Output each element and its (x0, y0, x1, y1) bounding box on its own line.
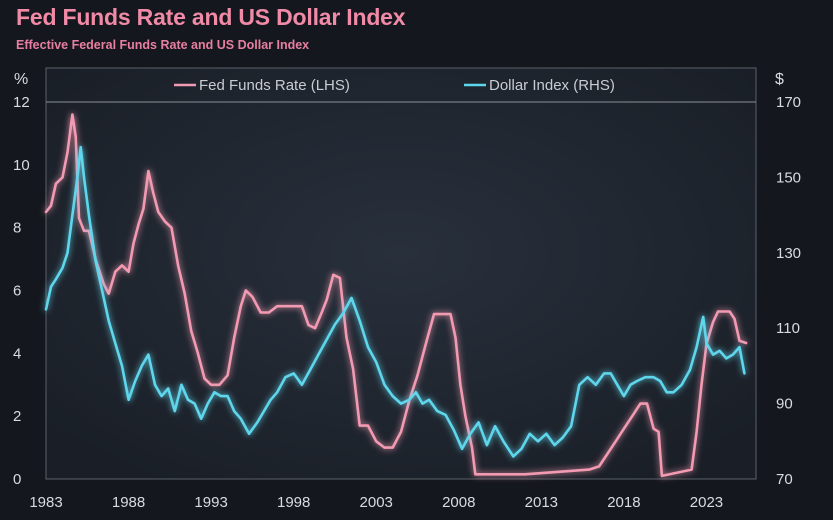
y-right-tick-90: 90 (776, 396, 793, 413)
x-tick-1983: 1983 (29, 494, 62, 511)
legend: Fed Funds Rate (LHS) Dollar Index (RHS) (174, 77, 615, 94)
y-right-tick-170: 170 (776, 94, 801, 111)
x-tick-1998: 1998 (277, 494, 310, 511)
x-tick-1993: 1993 (194, 494, 227, 511)
y-right-tick-110: 110 (776, 320, 800, 337)
legend-label-fed-funds: Fed Funds Rate (LHS) (199, 77, 350, 94)
chart-subtitle: Effective Federal Funds Rate and US Doll… (16, 38, 310, 52)
x-tick-2023: 2023 (690, 494, 723, 511)
y-right-tick-150: 150 (776, 169, 801, 186)
y-left-tick-10: 10 (13, 157, 30, 174)
y-left-tick-8: 8 (13, 220, 21, 237)
x-tick-1988: 1988 (112, 494, 145, 511)
x-axis-ticks: 1983 1988 1993 1998 2003 2008 2013 2018 2023 (29, 494, 723, 511)
y-left-tick-0: 0 (13, 471, 21, 488)
y-left-tick-12: 12 (13, 94, 30, 111)
chart-title: Fed Funds Rate and US Dollar Index (16, 4, 406, 30)
x-tick-2018: 2018 (607, 494, 640, 511)
x-tick-2013: 2013 (525, 494, 558, 511)
x-tick-2003: 2003 (360, 494, 393, 511)
y-left-tick-6: 6 (13, 283, 21, 300)
right-axis-unit: $ (775, 71, 784, 88)
y-right-tick-130: 130 (776, 245, 801, 262)
y-right-tick-70: 70 (776, 471, 793, 488)
y-left-tick-4: 4 (13, 345, 21, 362)
fed-funds-rate-glow-line (44, 113, 748, 478)
series-layer (44, 113, 748, 478)
left-axis-ticks: 0 2 4 6 8 10 12 (13, 94, 30, 488)
x-tick-2008: 2008 (442, 494, 475, 511)
right-axis-ticks: 70 90 110 130 150 170 (776, 94, 801, 488)
legend-label-dollar-index: Dollar Index (RHS) (489, 77, 615, 94)
dollar-index-glow-line (44, 145, 746, 458)
left-axis-unit: % (14, 71, 28, 88)
y-left-tick-2: 2 (13, 408, 21, 425)
plot-area (45, 67, 757, 480)
